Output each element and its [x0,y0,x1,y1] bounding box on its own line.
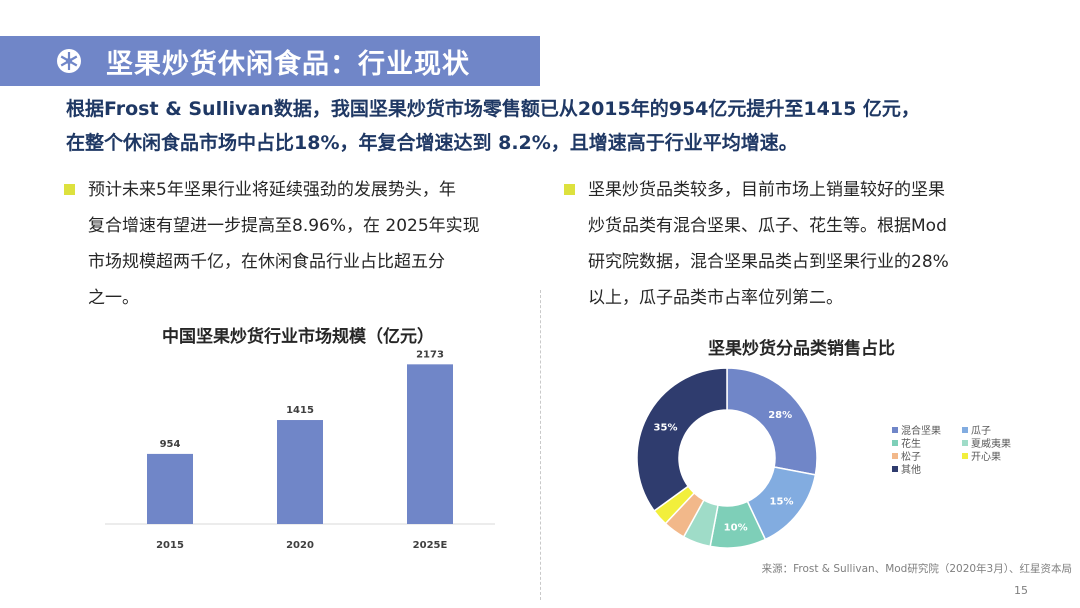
summary-line-2: 在整个休闲食品市场中占比18%，年复合增速达到 8.2%，且增速高于行业平均增速… [66,132,798,154]
bullet-square-icon [564,184,575,195]
bar [277,420,323,524]
legend-swatch [892,427,898,433]
bullet-left-line: 预计未来5年坚果行业将延续强劲的发展势头，年 [88,180,456,200]
legend-label: 夏威夷果 [971,437,1011,450]
bullet-left: 预计未来5年坚果行业将延续强劲的发展势头，年 复合增速有望进一步提高至8.96%… [64,172,534,322]
bullet-left-line: 之一。 [88,288,139,308]
bullet-left-line: 复合增速有望进一步提高至8.96%，在 2025年实现 [88,216,480,236]
donut-data-label: 28% [768,410,792,421]
bar-chart: 954 2015 1415 2020 2173 2025E [105,349,495,551]
bar-tick-label: 2020 [286,540,314,551]
nut-logo-icon [57,49,81,73]
bullet-right-line: 以上，瓜子品类市占率位列第二。 [588,288,843,308]
page-title: 坚果炒货休闲食品：行业现状 [106,49,470,80]
legend-swatch [962,453,968,459]
bullet-right-line: 坚果炒货品类较多，目前市场上销量较好的坚果 [588,180,945,200]
donut-data-label: 10% [724,522,748,533]
title-band: 坚果炒货休闲食品：行业现状 [0,36,540,86]
bar-chart-title: 中国坚果炒货行业市场规模（亿元） [162,327,434,347]
legend-swatch [892,466,898,472]
legend-label: 其他 [901,463,921,476]
donut-data-label: 15% [770,496,794,507]
bar-tick-label: 2015 [156,540,184,551]
bullet-right-line: 炒货品类有混合坚果、瓜子、花生等。根据Mod [588,216,947,236]
summary-line-1: 根据Frost & Sullivan数据，我国坚果炒货市场零售额已从2015年的… [66,98,920,120]
bar [407,364,453,524]
bar-data-label: 2173 [416,349,444,360]
bullet-left-line: 市场规模超两千亿，在休闲食品行业占比超五分 [88,252,445,272]
legend-swatch [962,427,968,433]
legend-label: 混合坚果 [901,424,941,437]
source-note: 来源：Frost & Sullivan、Mod研究院（2020年3月）、红星资本… [761,563,1072,575]
bullet-right: 坚果炒货品类较多，目前市场上销量较好的坚果 炒货品类有混合坚果、瓜子、花生等。根… [564,172,1044,322]
legend-label: 开心果 [971,451,1001,463]
bullet-right-line: 研究院数据，混合坚果品类占到坚果行业的28% [588,252,949,272]
legend-label: 花生 [901,437,921,450]
bar [147,453,193,524]
bar-data-label: 954 [160,439,181,450]
bar-tick-label: 2025E [413,540,448,551]
legend-label: 松子 [901,450,921,463]
legend-label: 瓜子 [971,425,991,437]
donut-slice [726,367,818,476]
column-divider [540,290,541,600]
donut-data-label: 35% [654,423,678,434]
legend-swatch [962,440,968,446]
pie-chart-title: 坚果炒货分品类销售占比 [708,339,895,359]
bullet-square-icon [64,184,75,195]
summary-text: 根据Frost & Sullivan数据，我国坚果炒货市场零售额已从2015年的… [66,92,1056,160]
bar-data-label: 1415 [286,405,314,416]
page-number: 15 [1014,584,1028,597]
legend-swatch [892,440,898,446]
legend-swatch [892,453,898,459]
donut-slice [636,367,728,512]
